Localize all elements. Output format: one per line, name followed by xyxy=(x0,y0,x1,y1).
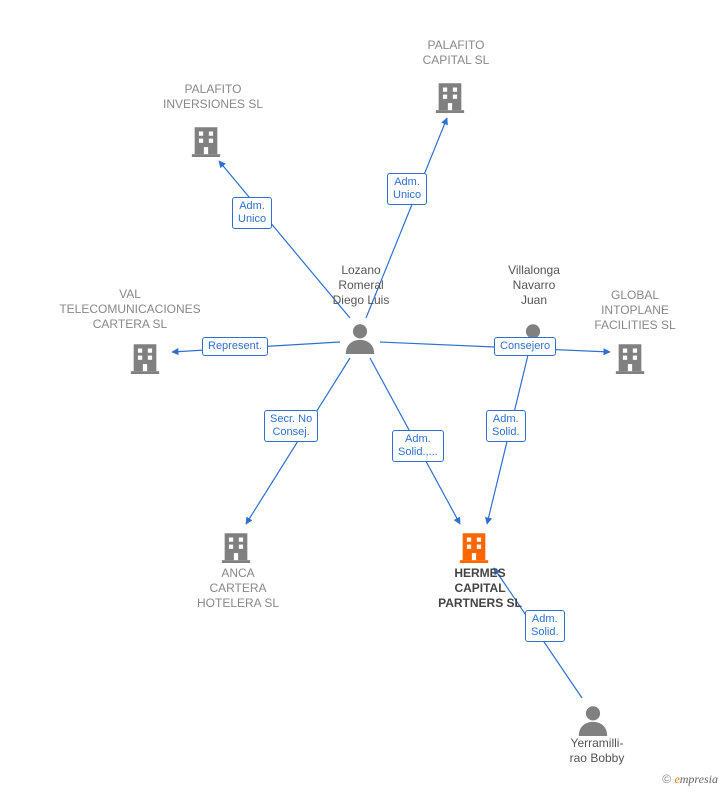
building-icon-highlight xyxy=(457,529,491,568)
footer-credit: © empresia xyxy=(662,772,718,787)
edges-layer xyxy=(0,0,728,795)
node-label-anca-cartera: ANCA CARTERA HOTELERA SL xyxy=(188,566,288,611)
building-icon xyxy=(433,79,467,118)
building-icon xyxy=(128,340,162,379)
brand-rest: mpresia xyxy=(680,772,718,786)
edge-label: Adm. Solid. xyxy=(486,410,526,442)
person-icon xyxy=(343,320,377,359)
edge-label: Adm. Solid. xyxy=(525,610,565,642)
edge-label: Adm. Solid.,... xyxy=(392,430,444,462)
node-label-global-intoplane: GLOBAL INTOPLANE FACILITIES SL xyxy=(580,288,690,333)
building-icon xyxy=(613,340,647,379)
node-label-hermes: HERMES CAPITAL PARTNERS SL xyxy=(425,566,535,611)
copyright-symbol: © xyxy=(662,772,671,786)
edge-label: Represent. xyxy=(202,337,268,356)
node-label-val-tele: VAL TELECOMUNICACIONES CARTERA SL xyxy=(40,287,220,332)
node-label-palafito-cap: PALAFITO CAPITAL SL xyxy=(406,38,506,68)
edge-label: Consejero xyxy=(494,337,556,356)
node-label-palafito-inv: PALAFITO INVERSIONES SL xyxy=(158,82,268,112)
building-icon xyxy=(189,123,223,162)
node-label-lozano: Lozano Romeral Diego Luis xyxy=(316,263,406,308)
edge-label: Adm. Unico xyxy=(387,173,427,205)
diagram-canvas: PALAFITO INVERSIONES SL PALAFITO CAPITAL… xyxy=(0,0,728,795)
node-label-villalonga: Villalonga Navarro Juan xyxy=(489,263,579,308)
edge-label: Secr. No Consej. xyxy=(264,410,318,442)
node-label-yerramilli: Yerramilli- rao Bobby xyxy=(547,736,647,766)
edge-label: Adm. Unico xyxy=(232,197,272,229)
building-icon xyxy=(219,529,253,568)
